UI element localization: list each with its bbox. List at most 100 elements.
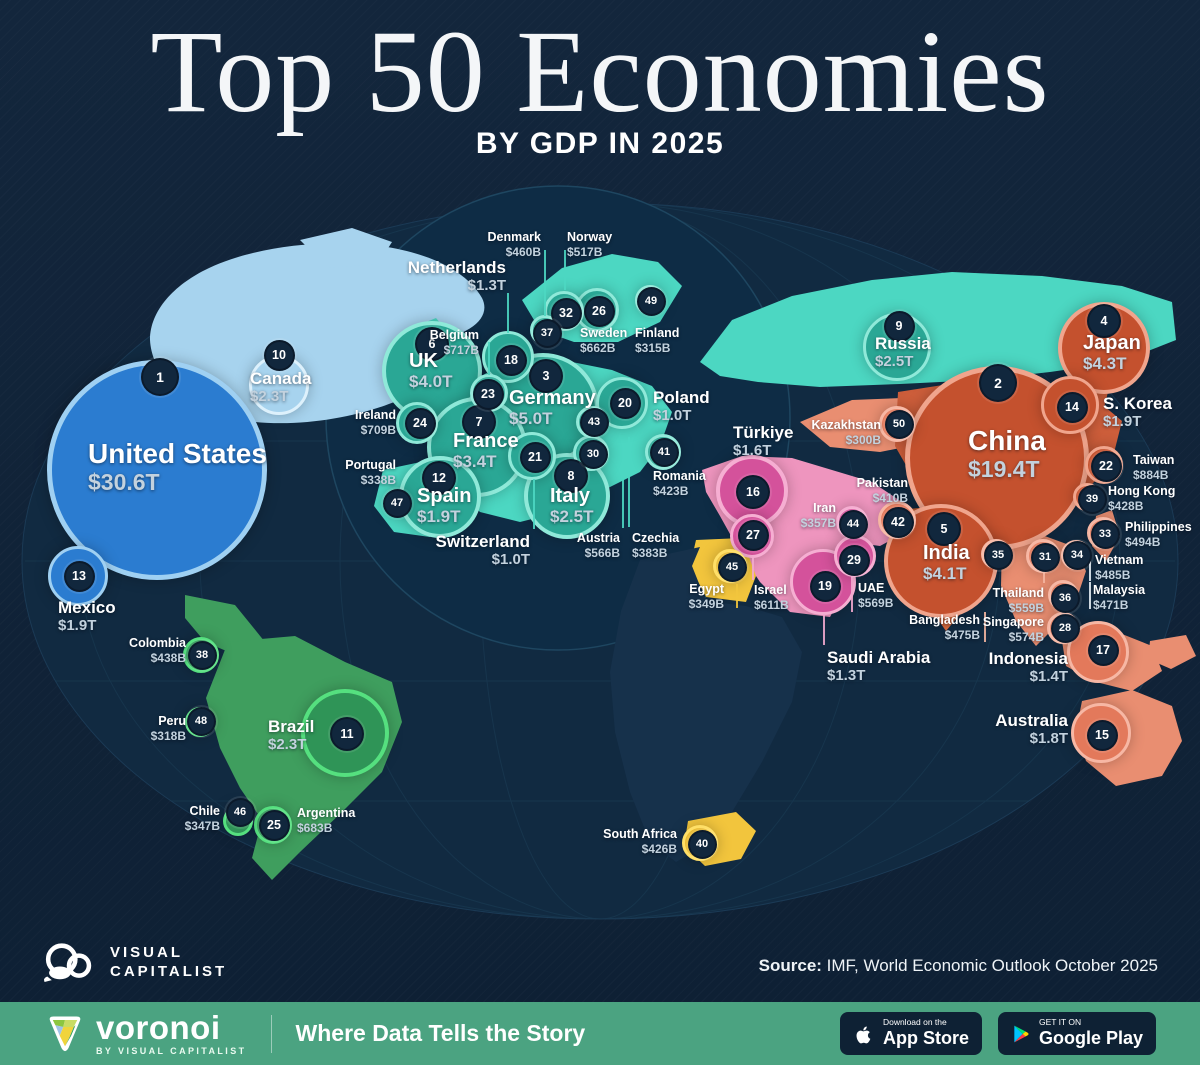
label-colombia: Colombia $438B — [129, 636, 186, 665]
country-gdp-value: $1.3T — [827, 667, 866, 685]
country-gdp-value: $1.8T — [1029, 730, 1068, 748]
country-name: United States — [88, 438, 267, 469]
voronoi-name: voronoi — [96, 1009, 221, 1046]
label-south-africa: South Africa $426B — [603, 827, 677, 856]
rank-badge-colombia: 38 — [187, 640, 217, 670]
connector-line — [544, 250, 546, 316]
country-gdp-value: $423B — [653, 483, 689, 498]
country-name: S. Korea — [1103, 394, 1172, 413]
land-new-guinea — [1148, 635, 1196, 669]
label-egypt: Egypt $349B — [689, 582, 724, 611]
country-name: Indonesia — [988, 649, 1068, 668]
country-name: Austria — [576, 531, 620, 545]
country-name: Czechia — [632, 531, 680, 545]
country-gdp-value: $347B — [184, 818, 220, 833]
rank-badge-switzerland: 21 — [519, 441, 551, 473]
country-name: Romania — [653, 469, 706, 483]
country-name: Israel — [754, 583, 787, 597]
rank-badge-australia: 15 — [1086, 719, 1118, 751]
visual-capitalist-wordmark: VISUAL CAPITALIST — [110, 943, 227, 982]
country-name: Canada — [250, 369, 312, 388]
country-name: Denmark — [487, 230, 542, 244]
rank-badge-saudi-arabia: 19 — [809, 570, 841, 602]
connector-line — [851, 566, 853, 612]
country-name: China — [968, 425, 1046, 456]
country-gdp-value: $1.0T — [491, 551, 530, 569]
rank-badge-russia: 9 — [883, 310, 915, 342]
country-name: Malaysia — [1093, 583, 1146, 597]
label-netherlands: Netherlands $1.3T — [408, 258, 506, 295]
rank-badge-egypt: 45 — [717, 552, 747, 582]
label-vietnam: Vietnam $485B — [1095, 553, 1143, 582]
label-china: China $19.4T — [968, 425, 1046, 483]
google-play-badge[interactable]: GET IT ON Google Play — [997, 1012, 1156, 1055]
label-germany: Germany $5.0T — [509, 387, 596, 429]
vc-line1: VISUAL — [110, 943, 184, 961]
country-name: Netherlands — [407, 258, 506, 277]
source-text: IMF, World Economic Outlook October 2025 — [821, 956, 1158, 975]
country-name: Taiwan — [1133, 453, 1175, 467]
rank-badge-thailand: 31 — [1030, 542, 1060, 572]
country-gdp-value: $300B — [845, 432, 881, 447]
country-name: Egypt — [689, 582, 724, 596]
country-name: Italy — [550, 485, 591, 507]
country-name: Colombia — [129, 636, 186, 650]
label-switzerland: Switzerland $1.0T — [436, 532, 530, 569]
visual-capitalist-cloud-icon — [44, 943, 92, 982]
country-name: Vietnam — [1095, 553, 1144, 567]
rank-badge-norway: 32 — [550, 297, 582, 329]
rank-badge-bangladesh: 35 — [983, 540, 1013, 570]
rank-badge-czechia: 43 — [579, 407, 609, 437]
connector-line — [628, 437, 630, 527]
country-name: Argentina — [297, 806, 356, 820]
connector-line — [736, 584, 738, 608]
country-name: South Africa — [603, 827, 677, 841]
country-name: Kazakhstan — [811, 418, 881, 432]
connector-line — [1043, 572, 1045, 583]
country-gdp-value: $426B — [641, 841, 677, 856]
country-name: Australia — [995, 711, 1068, 730]
rank-badge-indonesia: 17 — [1087, 634, 1119, 666]
label-thailand: Thailand $559B — [993, 586, 1044, 615]
country-name: Bangladesh — [909, 613, 980, 627]
country-name: Russia — [875, 334, 931, 353]
country-name: UK — [409, 350, 438, 372]
rank-badge-ireland: 24 — [404, 407, 436, 439]
country-gdp-value: $494B — [1125, 534, 1161, 549]
country-gdp-value: $717B — [443, 342, 479, 357]
rank-badge-taiwan: 22 — [1090, 450, 1122, 482]
label-philippines: Philippines $494B — [1125, 520, 1192, 549]
country-gdp-value: $1.9T — [417, 507, 461, 527]
country-gdp-value: $383B — [632, 545, 668, 560]
label-italy: Italy $2.5T — [550, 485, 593, 527]
country-gdp-value: $569B — [858, 595, 894, 610]
label-sweden: Sweden $662B — [580, 326, 627, 355]
land-africa — [610, 547, 802, 862]
app-store-badge[interactable]: Download on the App Store — [839, 1012, 982, 1055]
country-gdp-value: $315B — [635, 340, 671, 355]
rank-badge-malaysia: 36 — [1050, 583, 1080, 613]
connector-line — [752, 557, 754, 580]
rank-badge-china: 2 — [979, 364, 1017, 402]
country-name: Finland — [635, 326, 680, 340]
page-subtitle: BY GDP IN 2025 — [475, 127, 725, 161]
country-name: Portugal — [345, 458, 396, 472]
country-gdp-value: $683B — [297, 820, 333, 835]
country-gdp-value: $574B — [1008, 629, 1044, 644]
rank-badge-hong-kong: 39 — [1077, 484, 1107, 514]
rank-badge-brazil: 11 — [330, 717, 364, 751]
rank-badge-kazakhstan: 50 — [884, 409, 914, 439]
bottom-bar: voronoi BY VISUAL CAPITALIST Where Data … — [0, 1002, 1200, 1065]
label-portugal: Portugal $338B — [345, 458, 396, 487]
label-canada: Canada $2.3T — [250, 369, 311, 406]
google-play-big-text: Google Play — [1038, 1027, 1143, 1048]
country-gdp-value: $662B — [580, 340, 616, 355]
rank-badge-argentina: 25 — [258, 809, 290, 841]
connector-line — [533, 479, 535, 529]
app-store-small-text: Download on the — [882, 1017, 947, 1028]
country-gdp-value: $1.3T — [467, 277, 506, 295]
label-belgium: Belgium $717B — [430, 328, 479, 357]
connector-line — [1089, 582, 1091, 609]
label-mexico: Mexico $1.9T — [58, 598, 116, 635]
